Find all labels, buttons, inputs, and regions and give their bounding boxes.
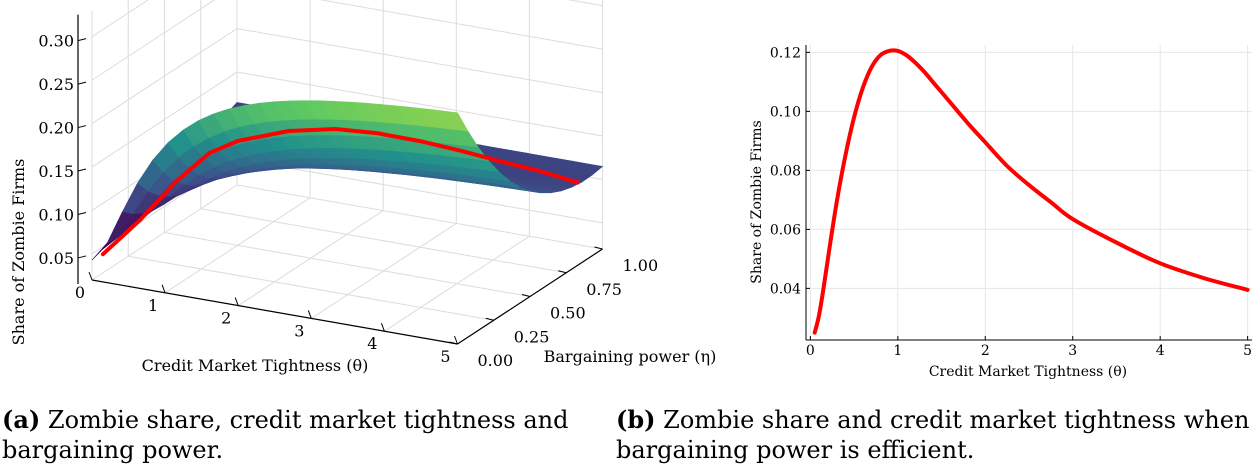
- z-tick: [77, 211, 87, 215]
- y-tick-label: 1.00: [623, 256, 659, 275]
- y-tick: [521, 294, 531, 297]
- y-tick-label: 0.10: [770, 104, 801, 120]
- x-tick: [454, 335, 458, 345]
- line-plot: 0 1 2 3 4 5 0.04 0.06 0.08 0.10 0.12 Share of Zomb…: [749, 45, 1252, 380]
- y-axis-label: Bargaining power (η): [544, 347, 717, 366]
- y-axis-label: Share of Zombie Firms: [749, 120, 765, 283]
- grid: [806, 45, 1252, 340]
- x-tick: [307, 310, 312, 319]
- y-tick: [594, 246, 603, 250]
- z-axis-label: Share of Zombie Firms: [9, 159, 28, 346]
- x-tick-label: 5: [1243, 343, 1252, 359]
- caption-b-text: Zombie share and credit market tightness…: [616, 406, 1250, 464]
- z-tick-label: 0.05: [38, 249, 74, 268]
- y-tick-label: 0.08: [770, 163, 801, 179]
- y-tick-label: 0.25: [514, 327, 550, 346]
- x-tick: [88, 271, 93, 281]
- x-tick-label: 2: [221, 309, 231, 328]
- gridline: [236, 184, 603, 250]
- gridline: [319, 0, 603, 50]
- z-tick: [77, 255, 87, 259]
- y-tick: [449, 341, 458, 345]
- z-tick-label: 0.30: [38, 32, 74, 51]
- y-tick-label: 0.04: [770, 281, 801, 297]
- x-tick-label: 4: [367, 334, 377, 353]
- caption-a-tag: (a): [2, 405, 41, 434]
- x-tick-label: 3: [1068, 343, 1077, 359]
- gridline: [128, 255, 494, 321]
- axes: 0 1 2 3 4 5 0.04 0.06 0.08 0.10 0.12: [770, 45, 1252, 359]
- z-tick-label: 0.20: [38, 119, 74, 138]
- gridline: [236, 71, 603, 137]
- x-tick: [234, 297, 239, 306]
- z-tick-label: 0.15: [38, 162, 74, 181]
- x-tick-label: 1: [893, 343, 902, 359]
- y-tick-label: 0.50: [550, 304, 586, 323]
- x-axis-line: [91, 279, 458, 345]
- series-line: [812, 48, 1250, 335]
- z-tick-label: 0.10: [38, 205, 74, 224]
- y-tick-label: 0.00: [478, 351, 514, 370]
- gridline: [200, 208, 567, 274]
- caption-a: (a) Zombie share, credit market tightnes…: [2, 405, 608, 465]
- caption-b-tag: (b): [616, 405, 656, 434]
- z-tick: [77, 168, 87, 172]
- gridline: [236, 28, 603, 94]
- gridline: [567, 0, 603, 7]
- gridline: [236, 158, 603, 224]
- x-tick-label: 1: [148, 296, 158, 315]
- y-tick-label: 0.06: [770, 222, 801, 238]
- z-tick: [77, 38, 87, 42]
- y-tick: [558, 270, 567, 274]
- surface-patch: [91, 237, 118, 261]
- x-tick-label: 5: [440, 347, 450, 366]
- efficient-curve-3d: [100, 127, 580, 257]
- x-tick-label: 3: [294, 321, 304, 340]
- y-tick: [485, 317, 494, 321]
- x-tick-label: 4: [1156, 343, 1165, 359]
- x-axis-label: Credit Market Tightness (θ): [929, 364, 1127, 380]
- x-tick-label: 2: [981, 343, 990, 359]
- y-tick-label: 0.75: [586, 280, 622, 299]
- gridline: [164, 232, 531, 297]
- surface: [91, 100, 604, 261]
- caption-a-text: Zombie share, credit market tightness an…: [2, 406, 569, 464]
- z-tick: [77, 81, 87, 85]
- x-tick: [161, 284, 166, 293]
- surface-patch: [441, 110, 469, 132]
- x-axis-label: Credit Market Tightness (θ): [142, 356, 369, 375]
- z-tick-label: 0.25: [38, 75, 74, 94]
- caption-b: (b) Zombie share and credit market tight…: [616, 405, 1256, 465]
- y-tick-label: 0.12: [770, 45, 801, 61]
- x-tick-label: 0: [75, 283, 85, 302]
- x-tick-label: 0: [806, 343, 815, 359]
- z-tick: [77, 125, 87, 129]
- gridline: [91, 0, 149, 38]
- x-tick: [380, 323, 385, 332]
